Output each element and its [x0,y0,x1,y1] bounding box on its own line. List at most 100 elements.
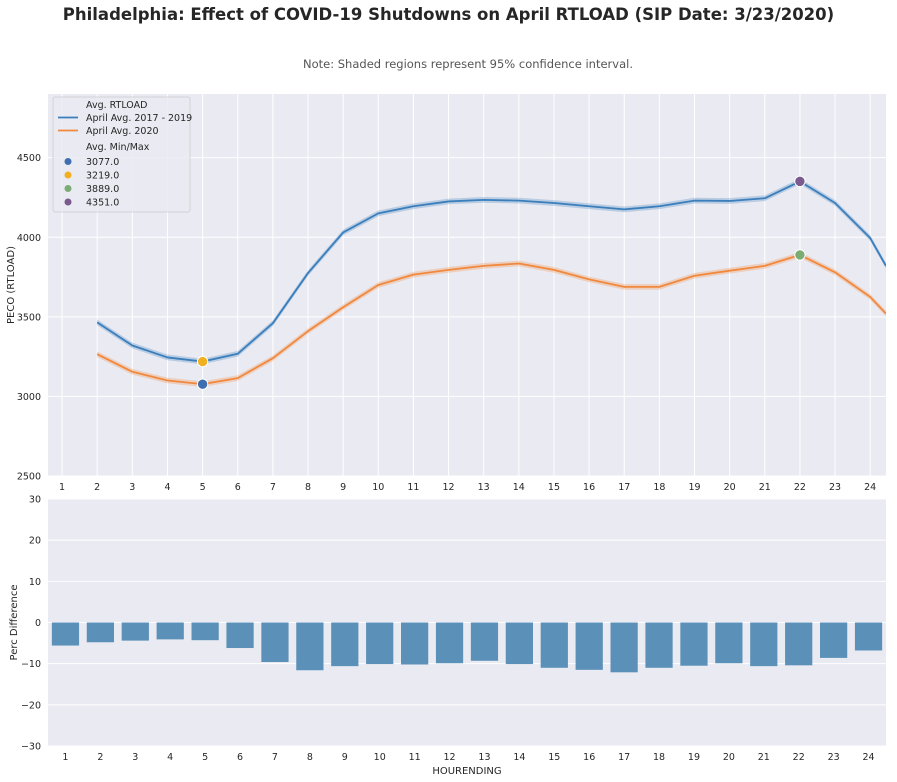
bar [540,622,568,668]
bottom-x-tick-label: 1 [62,752,68,763]
bar [820,622,848,658]
bottom-y-axis-label: Perc Difference [9,585,20,661]
bottom-x-tick-label: 7 [272,752,278,763]
bar [331,622,359,667]
top-x-tick-label: 14 [513,482,525,493]
top-x-tick-label: 13 [478,482,490,493]
bottom-x-tick-label: 20 [723,752,735,763]
bottom-x-tick-label: 5 [202,752,208,763]
legend-header-rtload: Avg. RTLOAD [86,100,147,111]
bar [121,622,149,641]
bottom-x-tick-label: 9 [342,752,348,763]
top-x-tick-label: 15 [548,482,560,493]
bar [645,622,673,668]
bar [226,622,254,649]
bar [156,622,184,640]
bottom-x-tick-label: 17 [618,752,630,763]
bottom-x-tick-label: 14 [513,752,525,763]
min-max-point [196,378,209,390]
bottom-x-tick-label: 6 [237,752,243,763]
legend-point-swatch [64,171,72,179]
bottom-x-tick-label: 21 [758,752,770,763]
top-y-tick-label: 3000 [17,392,41,403]
legend-point-swatch [64,185,72,192]
bar [505,622,533,665]
top-x-tick-label: 1 [59,482,65,493]
legend-point-swatch [64,158,72,165]
bar [86,622,114,643]
bottom-x-tick-label: 16 [583,752,595,763]
legend-line-label: April Avg. 2020 [86,126,159,137]
bar [470,622,499,661]
bar [191,622,219,641]
bottom-x-tick-label: 13 [478,752,490,763]
bar [750,622,778,667]
bottom-x-axis-label: HOURENDING [432,766,501,777]
legend-point-swatch [64,198,72,206]
top-x-tick-label: 8 [305,482,311,493]
bar [51,622,80,646]
top-x-tick-label: 17 [618,482,630,493]
top-series-group [96,175,886,390]
bottom-y-tick-label: 0 [35,618,41,629]
top-x-tick-label: 22 [794,482,806,493]
legend-point-label: 3219.0 [86,171,119,182]
top-x-tick-label: 4 [164,482,170,493]
bottom-x-tick-label: 19 [688,752,700,763]
top-x-tick-label: 3 [129,482,135,493]
series-line-0 [96,180,886,363]
bar [785,622,813,666]
top-x-tick-label: 20 [724,482,736,493]
legend-point-label: 4351.0 [86,198,119,209]
min-max-point [794,249,806,261]
bottom-y-tick-label: −10 [21,659,41,670]
top-y-axis-label: PECO (RTLOAD) [6,246,17,324]
top-x-tick-label: 6 [235,482,241,493]
top-x-tick-label: 9 [340,482,346,493]
bar [261,622,289,663]
top-x-tick-label: 7 [270,482,276,493]
legend-header-minmax: Avg. Min/Max [86,142,150,153]
min-max-point [196,355,209,368]
bar [610,622,638,673]
bottom-x-tick-label: 18 [653,752,665,763]
top-y-tick-label: 2500 [17,472,41,483]
top-x-tick-label: 21 [759,482,771,493]
bottom-x-tick-label: 22 [793,752,805,763]
legend-point-label: 3077.0 [86,157,119,168]
top-x-tick-label: 11 [407,482,419,493]
top-y-tick-label: 4500 [17,153,41,164]
bottom-x-tick-label: 10 [374,752,386,763]
bar [401,622,429,665]
top-x-tick-label: 5 [200,482,206,493]
legend-box [52,96,191,213]
top-y-tick-label: 4000 [17,233,41,244]
bottom-y-tick-label: −20 [21,700,41,711]
bar [575,622,603,670]
bar [715,622,743,664]
top-x-tick-label: 24 [864,482,876,493]
bottom-x-tick-label: 11 [409,752,421,763]
bottom-x-tick-label: 23 [828,752,840,763]
bottom-x-tick-label: 4 [167,752,173,763]
top-y-tick-label: 3500 [17,312,41,323]
top-x-tick-label: 2 [94,482,100,493]
series-line-1 [96,254,886,386]
bottom-x-tick-label: 15 [548,752,560,763]
top-x-tick-label: 16 [583,482,595,493]
top-x-tick-label: 12 [443,482,455,493]
bottom-x-tick-label: 3 [132,752,138,763]
bar [680,622,708,666]
bar [296,622,324,671]
bottom-y-tick-label: 30 [29,495,41,506]
legend-point-label: 3889.0 [86,184,119,195]
bottom-x-tick-label: 12 [443,752,455,763]
bottom-x-tick-label: 8 [307,752,313,763]
bottom-y-tick-label: −30 [21,742,41,753]
bottom-x-tick-label: 2 [97,752,103,763]
bar [435,622,464,664]
bottom-x-tick-label: 24 [862,752,874,763]
top-x-tick-label: 10 [372,482,384,493]
chart-title: Philadelphia: Effect of COVID-19 Shutdow… [62,5,835,24]
